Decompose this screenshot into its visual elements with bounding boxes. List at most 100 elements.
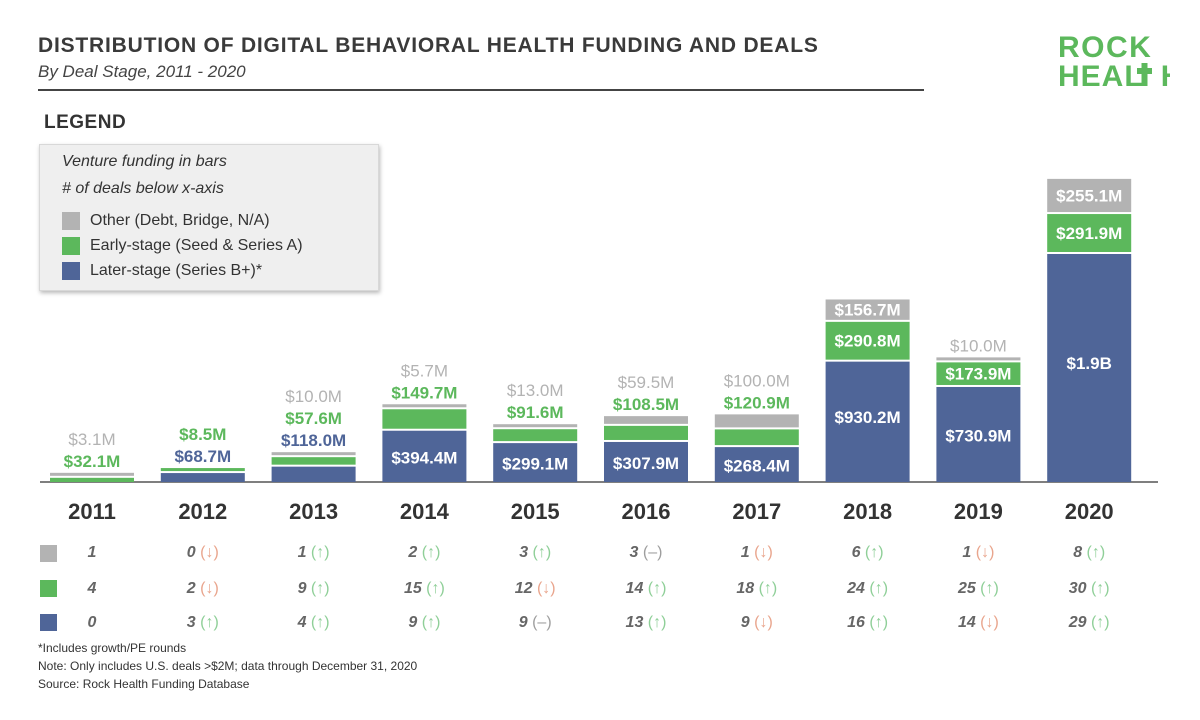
label-early-2019: $173.9M <box>945 365 1011 384</box>
legend-box: Venture funding in bars # of deals below… <box>39 144 379 291</box>
title-divider <box>38 89 924 91</box>
label-other-2019: $10.0M <box>950 336 1007 355</box>
bar-early-2019 <box>936 362 1021 385</box>
bar-later-2019 <box>936 386 1021 482</box>
chart-subtitle: By Deal Stage, 2011 - 2020 <box>38 62 246 81</box>
x-tick-2015: 2015 <box>511 499 560 524</box>
deal-swatch-other <box>40 545 57 562</box>
deal-count-early-2016: 14 (↑) <box>626 580 667 597</box>
x-tick-2017: 2017 <box>732 499 781 524</box>
deal-count-later-2020: 29 (↑) <box>1068 614 1110 631</box>
x-tick-2018: 2018 <box>843 499 892 524</box>
chart-title: DISTRIBUTION OF DIGITAL BEHAVIORAL HEALT… <box>38 34 819 57</box>
deal-count-later-2016: 13 (↑) <box>626 614 667 631</box>
bar-early-2016 <box>604 425 688 440</box>
bar-other-2013 <box>271 452 356 456</box>
legend-swatch-later <box>62 262 80 280</box>
x-tick-2012: 2012 <box>178 499 227 524</box>
bar-other-2019 <box>936 357 1021 361</box>
logo-plus-vertical <box>1141 63 1148 86</box>
legend-label-early: Early-stage (Seed & Series A) <box>90 237 303 254</box>
footnote-note: Note: Only includes U.S. deals >$2M; dat… <box>38 659 418 673</box>
logo-line-1: ROCK <box>1058 31 1152 64</box>
deal-count-early-2019: 25 (↑) <box>957 580 999 597</box>
deal-count-early-2020: 30 (↑) <box>1069 580 1110 597</box>
bar-other-2020 <box>1047 178 1132 213</box>
label-other-2018: $156.7M <box>835 301 901 320</box>
deal-count-other-2012: 0 (↓) <box>187 544 219 561</box>
deal-count-other-2013: 1 (↑) <box>298 544 330 561</box>
legend-note-funding: Venture funding in bars <box>62 153 227 170</box>
legend-label-other: Other (Debt, Bridge, N/A) <box>90 212 270 229</box>
label-later-2020: $1.9B <box>1067 354 1112 373</box>
label-other-2011: $3.1M <box>68 430 115 449</box>
deal-count-other-2014: 2 (↑) <box>407 544 440 561</box>
bar-later-2020 <box>1047 254 1132 482</box>
bar-early-2014 <box>382 409 467 429</box>
x-tick-2016: 2016 <box>622 499 671 524</box>
deal-count-later-2019: 14 (↓) <box>958 614 999 631</box>
label-early-2013: $57.6M <box>285 409 342 428</box>
legend-item-early: Early-stage (Seed & Series A) <box>62 236 303 256</box>
deal-count-other-2011: 1 <box>88 544 97 561</box>
deal-count-early-2015: 12 (↓) <box>515 580 556 597</box>
label-other-2014: $5.7M <box>401 361 448 380</box>
deal-count-later-2011: 0 <box>88 614 97 631</box>
deal-count-other-2015: 3 (↑) <box>519 544 551 561</box>
label-early-2012: $8.5M <box>179 425 226 444</box>
label-later-2016: $307.9M <box>613 454 679 473</box>
bar-later-2012 <box>160 473 245 482</box>
label-other-2017: $100.0M <box>724 371 790 390</box>
deal-count-later-2015: 9 (–) <box>519 614 552 631</box>
bar-early-2011 <box>50 477 134 482</box>
bar-early-2012 <box>160 468 245 472</box>
bar-other-2016 <box>604 416 688 424</box>
deal-count-other-2018: 6 (↑) <box>852 544 884 561</box>
legend-note-deals: # of deals below x-axis <box>62 180 224 197</box>
bar-later-2018 <box>825 361 910 482</box>
deal-count-early-2014: 15 (↑) <box>404 580 445 597</box>
deal-count-early-2017: 18 (↑) <box>736 580 777 597</box>
x-tick-2019: 2019 <box>954 499 1003 524</box>
bar-early-2020 <box>1047 214 1132 252</box>
deal-count-later-2014: 9 (↑) <box>408 614 440 631</box>
deal-swatch-early <box>40 580 57 597</box>
rock-health-logo: ROCK HEALTH <box>1058 31 1170 90</box>
footnote-source: Source: Rock Health Funding Database <box>38 677 250 691</box>
deal-count-early-2018: 24 (↑) <box>846 580 888 597</box>
legend-item-later: Later-stage (Series B+)* <box>62 261 262 281</box>
label-later-2013: $118.0M <box>281 431 346 450</box>
legend-swatch-other <box>62 212 80 230</box>
label-early-2011: $32.1M <box>64 452 121 471</box>
label-other-2013: $10.0M <box>285 387 342 406</box>
bar-later-2016 <box>604 441 688 482</box>
bar-later-2014 <box>382 430 467 482</box>
legend-heading: LEGEND <box>44 112 127 133</box>
bar-later-2013 <box>271 466 356 482</box>
bar-later-2015 <box>493 443 578 482</box>
deal-count-other-2016: 3 (–) <box>630 544 663 561</box>
bar-other-2018 <box>825 299 910 320</box>
label-early-2017: $120.9M <box>724 393 790 412</box>
deal-swatch-later <box>40 614 57 631</box>
deal-count-later-2012: 3 (↑) <box>187 614 219 631</box>
deal-count-early-2011: 4 <box>87 580 97 597</box>
label-early-2014: $149.7M <box>391 383 457 402</box>
label-later-2017: $268.4M <box>724 457 790 476</box>
deal-count-later-2017: 9 (↓) <box>741 614 773 631</box>
label-later-2015: $299.1M <box>502 455 568 474</box>
bar-later-2017 <box>714 447 799 482</box>
label-early-2015: $91.6M <box>507 403 564 422</box>
x-tick-2011: 2011 <box>68 499 116 524</box>
bar-early-2018 <box>825 321 910 360</box>
deal-count-other-2019: 1 (↓) <box>962 544 994 561</box>
label-early-2016: $108.5M <box>613 395 679 414</box>
bar-early-2013 <box>271 457 356 465</box>
bar-other-2015 <box>493 424 578 428</box>
footnote-growth: *Includes growth/PE rounds <box>38 641 187 655</box>
x-tick-2020: 2020 <box>1065 499 1114 524</box>
deal-count-later-2013: 4 (↑) <box>297 614 330 631</box>
legend-item-other: Other (Debt, Bridge, N/A) <box>62 211 270 231</box>
deal-count-other-2020: 8 (↑) <box>1073 544 1105 561</box>
